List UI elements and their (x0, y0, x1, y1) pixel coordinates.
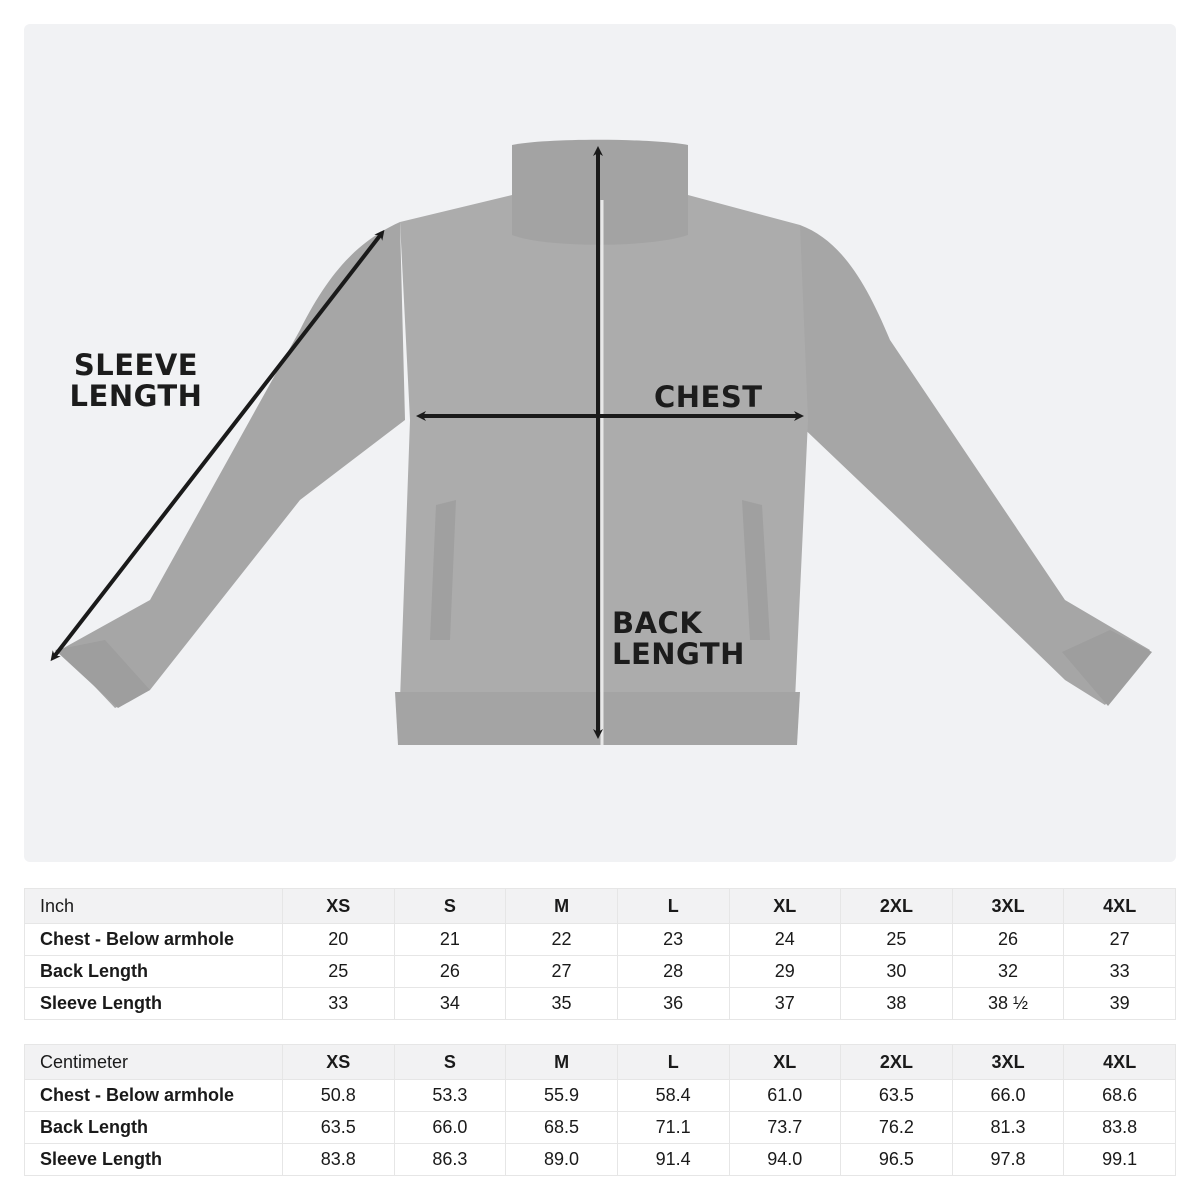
inch-size-table: Inch XS S M L XL 2XL 3XL 4XL Chest - Bel… (24, 888, 1176, 1020)
table-row: Sleeve Length 83.8 86.3 89.0 91.4 94.0 96.5 97.… (24, 1143, 1176, 1176)
table-row: Sleeve Length 33 34 35 36 37 38 38 ½ 39 (24, 987, 1176, 1020)
measurement-value: 38 ½ (951, 987, 1065, 1020)
measurement-value: 61.0 (728, 1079, 842, 1112)
measurement-value: 25 (840, 923, 953, 956)
measurement-value: 26 (951, 923, 1065, 956)
measurement-value: 96.5 (840, 1143, 953, 1176)
measurement-value: 94.0 (728, 1143, 842, 1176)
size-header: XS (282, 888, 395, 924)
size-header: 3XL (951, 1044, 1065, 1080)
measurement-value: 83.8 (282, 1143, 395, 1176)
back-label-line2: LENGTH (612, 637, 745, 671)
measurement-value: 58.4 (616, 1079, 730, 1112)
measurement-value: 89.0 (505, 1143, 618, 1176)
sleeve-length-arrow (50, 229, 385, 662)
sleeve-label-line1: SLEEVE (73, 348, 199, 382)
back-length-label: BACK LENGTH (612, 608, 745, 670)
measurement-value: 71.1 (616, 1111, 730, 1144)
measurement-label: Chest - Below armhole (24, 923, 283, 956)
measurement-label: Back Length (24, 1111, 283, 1144)
measurement-value: 27 (1063, 923, 1176, 956)
jacket-left-sleeve (55, 222, 405, 708)
sleeve-length-label: SLEEVE LENGTH (61, 350, 211, 412)
measurement-value: 23 (616, 923, 730, 956)
size-header: 3XL (951, 888, 1065, 924)
chest-label: CHEST (654, 380, 763, 414)
measurement-value: 68.5 (505, 1111, 618, 1144)
measurement-value: 32 (951, 955, 1065, 988)
table-row: Back Length 25 26 27 28 29 30 32 33 (24, 955, 1176, 988)
measurement-value: 73.7 (728, 1111, 842, 1144)
size-header: M (505, 888, 618, 924)
measurement-value: 68.6 (1063, 1079, 1176, 1112)
size-header: 4XL (1063, 1044, 1176, 1080)
size-header: XL (728, 1044, 842, 1080)
measurement-label: Chest - Below armhole (24, 1079, 283, 1112)
measurement-value: 22 (505, 923, 618, 956)
measurement-value: 30 (840, 955, 953, 988)
measurement-value: 81.3 (951, 1111, 1065, 1144)
measurement-value: 91.4 (616, 1143, 730, 1176)
size-header: 2XL (840, 888, 953, 924)
size-header: S (393, 888, 507, 924)
jacket-body (395, 139, 808, 745)
measurement-value: 39 (1063, 987, 1176, 1020)
measurement-label: Sleeve Length (24, 987, 283, 1020)
measurement-value: 50.8 (282, 1079, 395, 1112)
measurement-value: 20 (282, 923, 395, 956)
measurement-value: 28 (616, 955, 730, 988)
measurement-value: 66.0 (393, 1111, 507, 1144)
measurement-value: 36 (616, 987, 730, 1020)
jacket-illustration (50, 139, 1152, 745)
measurement-value: 21 (393, 923, 507, 956)
size-header: S (393, 1044, 507, 1080)
measurement-value: 26 (393, 955, 507, 988)
measurement-value: 97.8 (951, 1143, 1065, 1176)
measurement-value: 53.3 (393, 1079, 507, 1112)
back-label-line1: BACK (612, 606, 703, 640)
measurement-value: 38 (840, 987, 953, 1020)
table-header-row: Inch XS S M L XL 2XL 3XL 4XL (24, 888, 1176, 924)
measurement-value: 35 (505, 987, 618, 1020)
unit-header: Centimeter (24, 1044, 283, 1080)
measurement-value: 29 (728, 955, 842, 988)
measurement-value: 34 (393, 987, 507, 1020)
measurement-value: 63.5 (840, 1079, 953, 1112)
measurement-value: 27 (505, 955, 618, 988)
measurement-value: 33 (1063, 955, 1176, 988)
sleeve-label-line2: LENGTH (69, 379, 203, 413)
measurement-value: 63.5 (282, 1111, 395, 1144)
measurement-label: Back Length (24, 955, 283, 988)
size-header: XS (282, 1044, 395, 1080)
measurement-value: 37 (728, 987, 842, 1020)
jacket-right-sleeve (795, 225, 1152, 706)
measurement-label: Sleeve Length (24, 1143, 283, 1176)
size-header: 2XL (840, 1044, 953, 1080)
size-header: M (505, 1044, 618, 1080)
measurement-value: 86.3 (393, 1143, 507, 1176)
measurement-value: 33 (282, 987, 395, 1020)
measurement-value: 83.8 (1063, 1111, 1176, 1144)
measurement-value: 76.2 (840, 1111, 953, 1144)
table-row: Back Length 63.5 66.0 68.5 71.1 73.7 76.2 81.3 8… (24, 1111, 1176, 1144)
size-header: XL (728, 888, 842, 924)
measurement-value: 66.0 (951, 1079, 1065, 1112)
size-header: L (616, 1044, 730, 1080)
measurement-value: 25 (282, 955, 395, 988)
centimeter-size-table: Centimeter XS S M L XL 2XL 3XL 4XL Chest… (24, 1044, 1176, 1176)
table-row: Chest - Below armhole 20 21 22 23 24 25 26 27 (24, 923, 1176, 956)
diagram-panel: SLEEVE LENGTH CHEST BACK LENGTH (24, 24, 1176, 862)
measurement-value: 99.1 (1063, 1143, 1176, 1176)
unit-header: Inch (24, 888, 283, 924)
measurement-value: 24 (728, 923, 842, 956)
size-header: L (616, 888, 730, 924)
size-header: 4XL (1063, 888, 1176, 924)
table-header-row: Centimeter XS S M L XL 2XL 3XL 4XL (24, 1044, 1176, 1080)
table-row: Chest - Below armhole 50.8 53.3 55.9 58.4 61.… (24, 1079, 1176, 1112)
measurement-value: 55.9 (505, 1079, 618, 1112)
